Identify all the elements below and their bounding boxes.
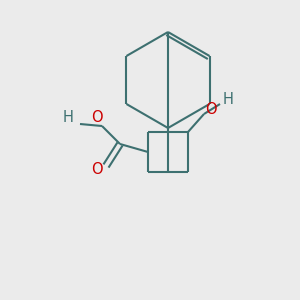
Text: H: H [63, 110, 74, 125]
Text: O: O [205, 101, 217, 116]
Text: O: O [91, 110, 103, 125]
Text: H: H [223, 92, 233, 106]
Text: O: O [91, 161, 103, 176]
